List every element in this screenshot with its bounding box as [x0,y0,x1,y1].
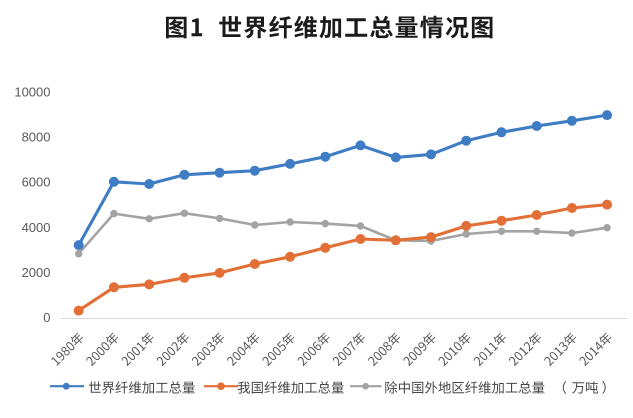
svg-text:8000: 8000 [22,130,51,145]
svg-text:2000: 2000 [22,265,51,280]
svg-text:4000: 4000 [22,220,51,235]
svg-text:10000: 10000 [14,84,50,99]
svg-text:6000: 6000 [22,175,51,190]
svg-text:0: 0 [43,310,50,325]
